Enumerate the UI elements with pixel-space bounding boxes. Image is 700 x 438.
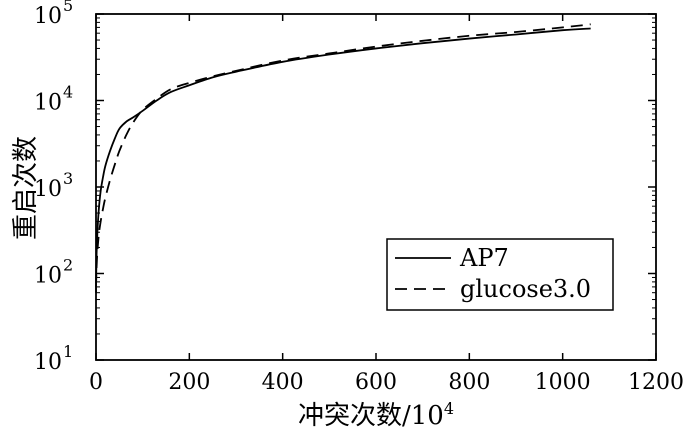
x-axis-label-text: 冲突次数/10	[298, 401, 444, 431]
y-tick-label-base: 10	[34, 264, 62, 289]
y-tick-label: 101	[34, 342, 73, 375]
y-axis-label: 重启次数	[11, 136, 41, 240]
y-tick-label-exponent: 4	[63, 83, 73, 102]
x-tick-label: 1200	[628, 370, 684, 395]
y-tick-label-exponent: 1	[63, 342, 73, 361]
axis-ticks	[95, 13, 657, 361]
x-tick-label: 200	[168, 370, 210, 395]
y-tick-label: 105	[34, 0, 73, 29]
x-tick-labels: 0 200 400 600 800 1000 1200	[89, 370, 684, 395]
series-line-ap7	[95, 27, 591, 293]
y-tick-label-base: 10	[34, 91, 62, 116]
x-tick-label: 600	[355, 370, 397, 395]
x-tick-label: 1000	[535, 370, 591, 395]
y-tick-label: 104	[34, 83, 73, 116]
x-axis-label-exponent: 4	[444, 399, 454, 418]
series-layer	[95, 23, 591, 293]
legend-label-ap7: AP7	[459, 244, 509, 272]
legend: AP7 glucose3.0	[386, 238, 614, 311]
x-tick-label: 0	[89, 370, 103, 395]
y-tick-label-base: 10	[34, 4, 62, 29]
y-tick-label-base: 10	[34, 177, 62, 202]
series-line-glucose	[95, 23, 591, 287]
x-tick-label: 800	[448, 370, 490, 395]
y-tick-label-exponent: 2	[63, 256, 73, 275]
legend-box	[386, 238, 614, 311]
x-tick-label: 400	[262, 370, 304, 395]
y-tick-label-exponent: 5	[63, 0, 73, 15]
legend-label-glucose: glucose3.0	[460, 275, 591, 303]
y-tick-label-base: 10	[34, 350, 62, 375]
x-axis-label: 冲突次数/104	[298, 399, 454, 431]
y-tick-label: 102	[34, 256, 73, 289]
y-tick-label-exponent: 3	[63, 169, 73, 188]
y-tick-label: 103	[34, 169, 73, 202]
